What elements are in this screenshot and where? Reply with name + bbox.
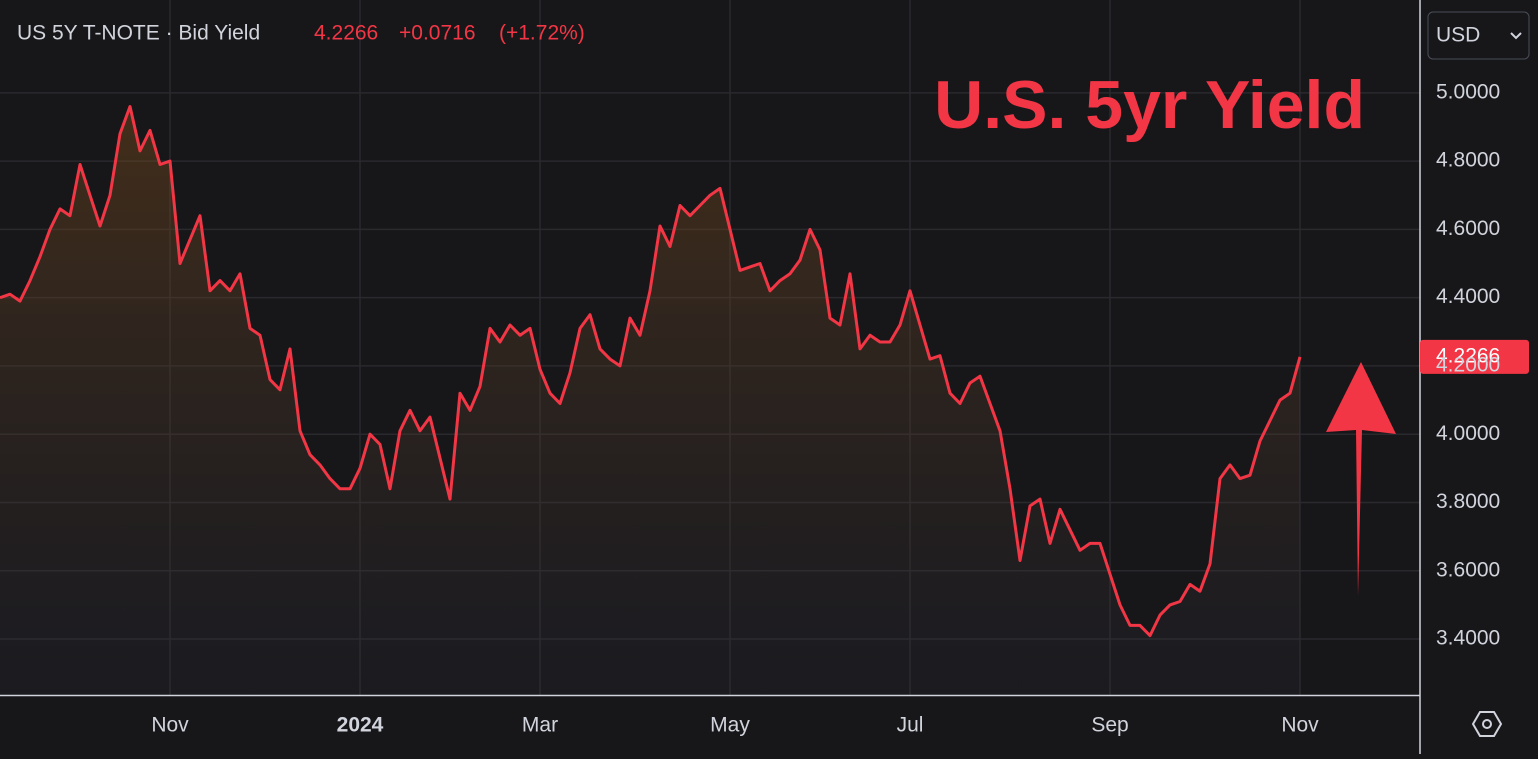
header-change: +0.0716 bbox=[399, 22, 476, 45]
price-tag-label: 4.2266 bbox=[1436, 344, 1500, 367]
line bbox=[0, 105, 1302, 638]
price-tag bbox=[1420, 339, 1529, 374]
annotation-title: U.S. 5yr Yield bbox=[934, 67, 1365, 143]
x-tick-label: 2024 bbox=[337, 714, 384, 737]
y-tick-label: 4.2000 bbox=[1436, 353, 1500, 376]
x-tick-label: Sep bbox=[1091, 714, 1128, 737]
dropdown-icon[interactable] bbox=[1510, 32, 1522, 40]
y-tick-label: 3.8000 bbox=[1436, 490, 1500, 513]
y-tick-label: 4.0000 bbox=[1436, 422, 1500, 445]
x-tick-label: Nov bbox=[1281, 714, 1319, 737]
y-tick-label: 4.6000 bbox=[1436, 217, 1500, 240]
y-tick-label: 5.0000 bbox=[1436, 80, 1500, 103]
area bbox=[0, 106, 1300, 695]
currency-select[interactable]: USD bbox=[1427, 11, 1530, 60]
settings-icon[interactable] bbox=[1482, 719, 1492, 729]
x-tick-label: Nov bbox=[151, 714, 189, 737]
currency-box[interactable] bbox=[1427, 11, 1530, 60]
header-title: US 5Y T-NOTE · Bid Yield bbox=[17, 22, 260, 45]
y-tick-label: 3.6000 bbox=[1436, 558, 1500, 581]
y-tick-label: 4.4000 bbox=[1436, 285, 1500, 308]
x-tick-label: Mar bbox=[522, 714, 558, 737]
header-price: 4.2266 bbox=[314, 22, 378, 45]
x-tick-label: Jul bbox=[897, 714, 924, 737]
header-change-pct: (+1.72%) bbox=[499, 22, 585, 45]
y-tick-label: 4.8000 bbox=[1436, 149, 1500, 172]
y-tick-label: 3.4000 bbox=[1436, 627, 1500, 650]
settings-button[interactable] bbox=[1471, 711, 1503, 737]
x-tick-label: May bbox=[710, 714, 750, 737]
arrow-up bbox=[1326, 362, 1396, 596]
settings-icon[interactable] bbox=[1471, 711, 1503, 737]
currency-label[interactable]: USD bbox=[1436, 24, 1480, 47]
